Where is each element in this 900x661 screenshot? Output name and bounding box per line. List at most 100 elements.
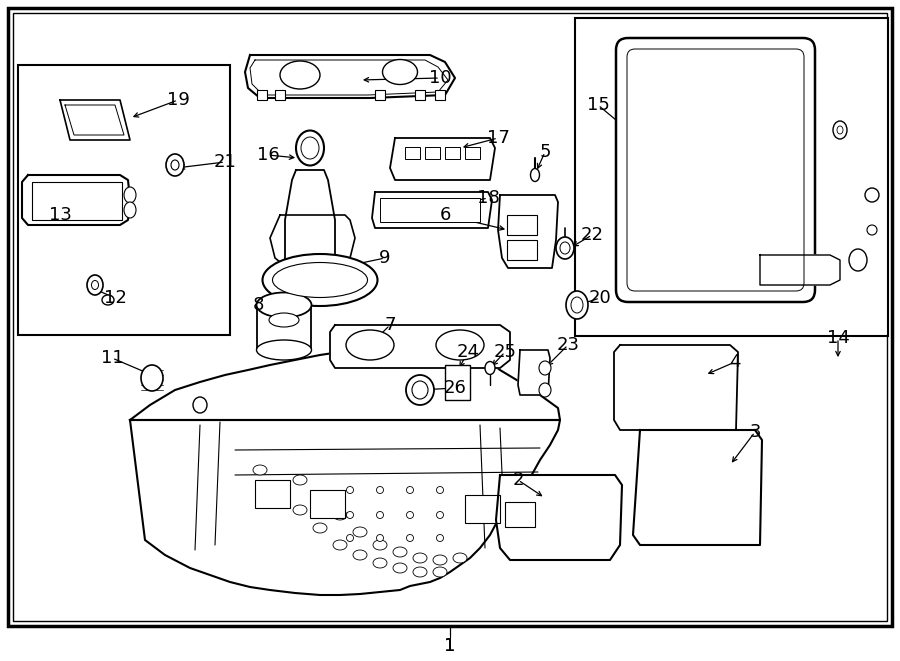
Polygon shape — [60, 100, 130, 140]
Ellipse shape — [87, 275, 103, 295]
Ellipse shape — [313, 523, 327, 533]
Ellipse shape — [453, 553, 467, 563]
Bar — [465, 495, 500, 523]
Ellipse shape — [539, 383, 551, 397]
Bar — [507, 240, 537, 260]
Polygon shape — [270, 215, 355, 262]
Ellipse shape — [313, 493, 327, 503]
Text: 19: 19 — [166, 91, 189, 109]
Ellipse shape — [566, 291, 588, 319]
Text: 13: 13 — [49, 206, 71, 224]
Polygon shape — [633, 430, 762, 545]
Ellipse shape — [865, 188, 879, 202]
Polygon shape — [760, 255, 840, 285]
Polygon shape — [390, 138, 495, 180]
Bar — [507, 215, 537, 235]
Text: 20: 20 — [589, 289, 611, 307]
Ellipse shape — [346, 330, 394, 360]
Text: 21: 21 — [213, 153, 237, 171]
Text: 17: 17 — [487, 129, 509, 147]
Bar — [275, 90, 285, 100]
Polygon shape — [614, 345, 738, 430]
Text: 6: 6 — [439, 206, 451, 224]
Ellipse shape — [346, 512, 354, 518]
Ellipse shape — [560, 242, 570, 254]
Bar — [257, 90, 267, 100]
Bar — [32, 182, 122, 220]
Ellipse shape — [346, 486, 354, 494]
Text: 8: 8 — [252, 296, 264, 314]
Ellipse shape — [256, 340, 311, 360]
Ellipse shape — [346, 535, 354, 541]
Ellipse shape — [293, 505, 307, 515]
Text: 1: 1 — [445, 637, 455, 655]
Bar — [375, 90, 385, 100]
Bar — [380, 198, 480, 222]
Ellipse shape — [833, 121, 847, 139]
Bar — [310, 490, 345, 518]
Ellipse shape — [373, 540, 387, 550]
Ellipse shape — [376, 535, 383, 541]
Ellipse shape — [102, 295, 114, 305]
Text: 25: 25 — [493, 343, 517, 361]
Ellipse shape — [333, 510, 347, 520]
Ellipse shape — [407, 535, 413, 541]
Ellipse shape — [253, 465, 267, 475]
Text: 12: 12 — [104, 289, 126, 307]
Text: 11: 11 — [101, 349, 123, 367]
Text: 26: 26 — [444, 379, 466, 397]
Text: 3: 3 — [749, 423, 760, 441]
Text: 7: 7 — [384, 316, 396, 334]
Ellipse shape — [166, 154, 184, 176]
Ellipse shape — [92, 280, 98, 290]
Ellipse shape — [837, 126, 843, 134]
Polygon shape — [372, 192, 492, 228]
Bar — [405, 147, 420, 159]
Polygon shape — [130, 346, 560, 420]
Bar — [465, 147, 480, 159]
Ellipse shape — [436, 330, 484, 360]
Text: 2: 2 — [512, 471, 524, 489]
Polygon shape — [496, 475, 622, 560]
Ellipse shape — [571, 297, 583, 313]
Ellipse shape — [376, 512, 383, 518]
Ellipse shape — [556, 237, 574, 259]
Ellipse shape — [273, 485, 287, 495]
Bar — [505, 502, 535, 527]
Text: 24: 24 — [456, 343, 480, 361]
Bar — [18, 65, 230, 335]
Ellipse shape — [263, 254, 377, 306]
Ellipse shape — [530, 169, 539, 182]
Ellipse shape — [407, 512, 413, 518]
Ellipse shape — [280, 61, 320, 89]
Text: 22: 22 — [580, 226, 604, 244]
Polygon shape — [22, 175, 130, 225]
Ellipse shape — [141, 365, 163, 391]
Ellipse shape — [393, 563, 407, 573]
Ellipse shape — [373, 558, 387, 568]
Ellipse shape — [412, 381, 428, 399]
Bar — [445, 365, 470, 400]
FancyBboxPatch shape — [616, 38, 815, 302]
Ellipse shape — [436, 535, 444, 541]
Ellipse shape — [353, 527, 367, 537]
Polygon shape — [330, 325, 510, 368]
Ellipse shape — [433, 567, 447, 577]
Ellipse shape — [867, 225, 877, 235]
Ellipse shape — [382, 59, 418, 85]
Ellipse shape — [256, 293, 311, 317]
Polygon shape — [518, 350, 550, 395]
Ellipse shape — [296, 130, 324, 165]
Ellipse shape — [333, 540, 347, 550]
Ellipse shape — [193, 397, 207, 413]
Text: 4: 4 — [729, 353, 741, 371]
Text: 9: 9 — [379, 249, 391, 267]
Text: 10: 10 — [428, 69, 451, 87]
Ellipse shape — [406, 375, 434, 405]
Ellipse shape — [171, 160, 179, 170]
Bar — [425, 147, 440, 159]
Ellipse shape — [273, 262, 367, 297]
Bar — [445, 147, 460, 159]
Ellipse shape — [269, 313, 299, 327]
Ellipse shape — [436, 486, 444, 494]
